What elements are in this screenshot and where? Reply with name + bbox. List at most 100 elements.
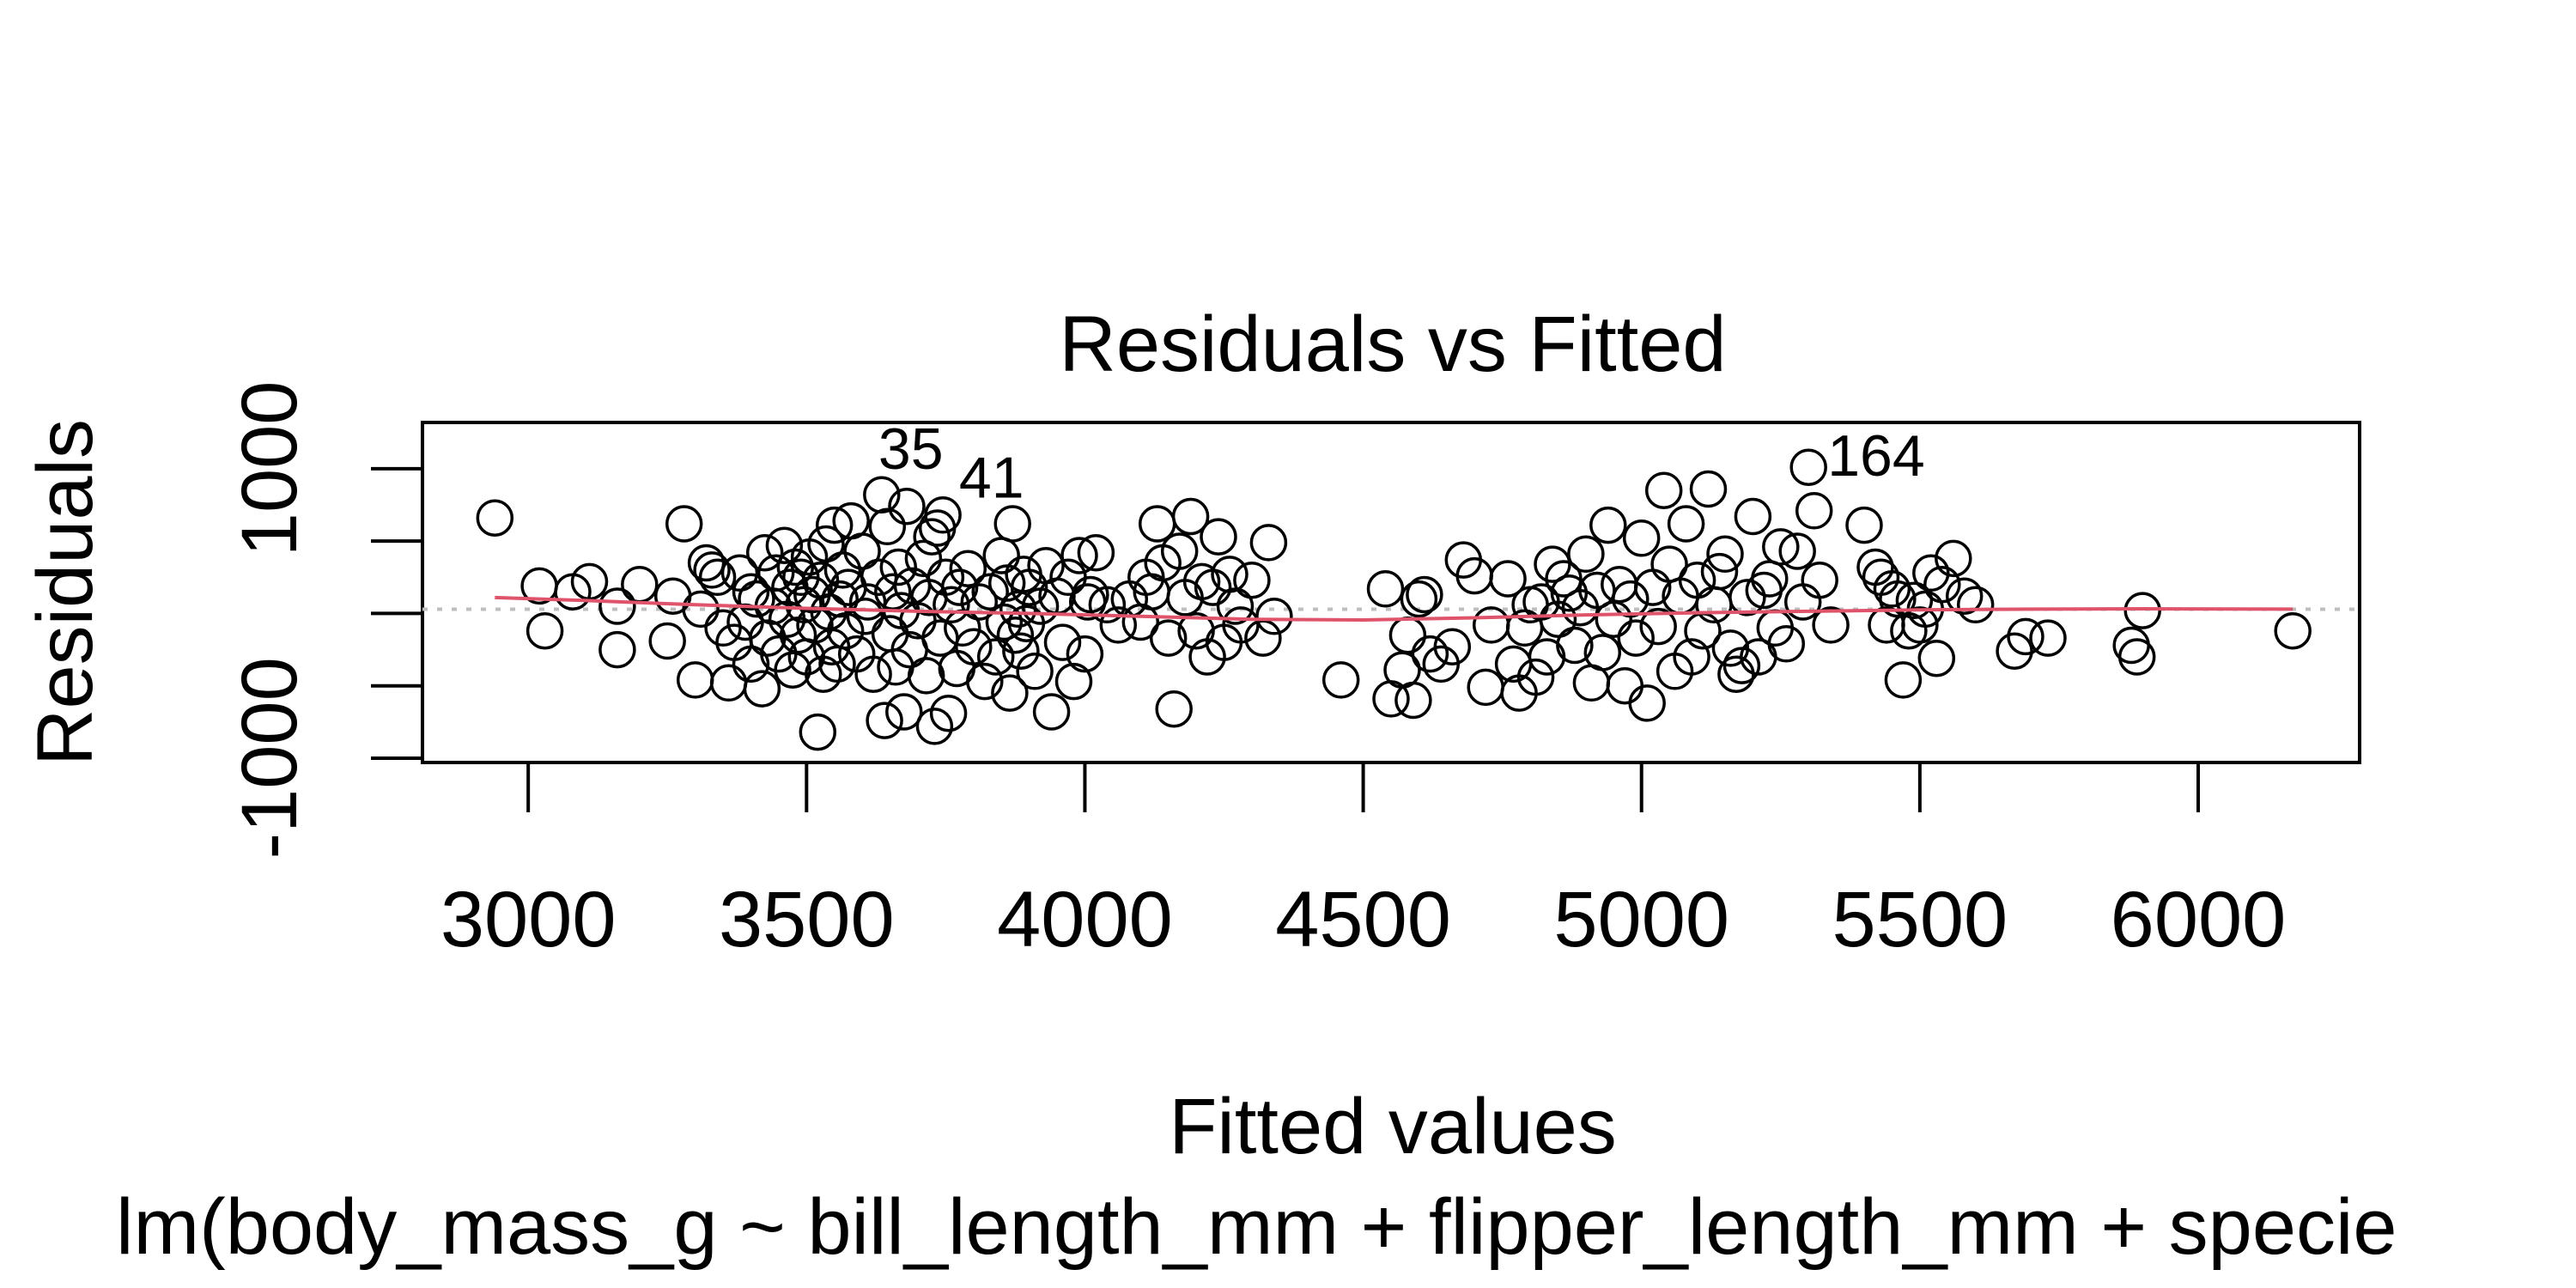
residual-point — [745, 533, 784, 572]
residual-point — [991, 674, 1029, 712]
residual-point — [929, 694, 968, 732]
residual-point — [1155, 690, 1193, 728]
residual-point — [1622, 519, 1661, 557]
residual-point — [863, 476, 901, 514]
residual-point — [1534, 545, 1571, 583]
residual-point — [960, 583, 999, 621]
residual-point — [526, 611, 564, 650]
residual-point — [476, 499, 514, 537]
residual-point — [976, 638, 1015, 676]
residual-point — [955, 628, 993, 665]
residual-point — [756, 554, 795, 592]
residual-point — [846, 598, 884, 635]
residual-point — [2274, 611, 2312, 650]
x-axis-label: Fitted values — [1169, 1083, 1617, 1170]
x-tick-label: 5000 — [1553, 876, 1729, 963]
residual-point — [854, 655, 892, 693]
residual-point — [1002, 632, 1040, 670]
residual-point — [1644, 471, 1683, 509]
residual-point — [1673, 638, 1710, 676]
residual-point — [971, 573, 1009, 611]
smoother-line — [495, 595, 2293, 623]
x-tick-label: 4000 — [997, 876, 1173, 963]
residual-point — [933, 586, 970, 624]
residual-point — [1550, 574, 1589, 612]
residual-point — [709, 664, 748, 702]
residual-point — [1567, 535, 1605, 574]
residual-point — [924, 496, 962, 534]
residual-point — [1043, 623, 1082, 661]
residual-point — [1411, 635, 1449, 673]
residual-point — [570, 562, 609, 601]
residual-point — [805, 655, 842, 693]
residual-point — [985, 603, 1024, 641]
residual-point — [2117, 638, 2156, 676]
residual-point — [826, 611, 865, 650]
residual-point — [1917, 639, 1956, 677]
residual-point — [621, 565, 659, 604]
x-tick-label: 3000 — [440, 876, 617, 963]
residual-point — [1783, 583, 1822, 621]
residual-point — [1216, 587, 1255, 625]
residual-point — [1722, 647, 1761, 684]
residual-point — [2029, 619, 2067, 657]
residual-point — [1088, 586, 1127, 624]
residual-point — [866, 702, 903, 739]
residual-point — [776, 548, 815, 586]
residual-point — [807, 525, 845, 563]
residual-point — [704, 609, 742, 647]
residual-point — [682, 590, 720, 629]
residual-point — [1845, 506, 1883, 544]
residual-point — [1467, 668, 1504, 707]
residual-point — [821, 580, 859, 618]
residual-point — [1789, 448, 1827, 486]
y-tick-label: 1000 — [226, 381, 313, 557]
residual-point — [1945, 577, 1984, 615]
point-label: 35 — [878, 416, 944, 482]
residual-point — [1099, 606, 1138, 644]
residual-point — [907, 657, 945, 695]
x-axis: 3000 3500 4000 4500 5000 5500 6000 — [440, 761, 2286, 963]
residual-point — [1912, 554, 1950, 592]
residual-point — [1700, 552, 1739, 591]
residual-point — [1049, 558, 1087, 597]
residual-point — [1589, 506, 1627, 544]
residual-point — [1956, 586, 1995, 624]
residual-point — [698, 558, 737, 597]
residual-point — [1060, 537, 1098, 574]
residual-point — [993, 505, 1031, 543]
residual-point — [823, 551, 862, 589]
x-tick-label: 4500 — [1275, 876, 1451, 963]
residual-point — [1762, 528, 1800, 566]
residual-point — [904, 539, 943, 578]
residual-point — [1728, 579, 1766, 617]
model-formula-subtitle: lm(body_mass_g ~ bill_length_mm + flippe… — [116, 1183, 2397, 1271]
residual-point — [1556, 626, 1594, 665]
residual-point — [1032, 693, 1071, 731]
residual-point — [1873, 570, 1911, 608]
residual-point — [693, 551, 731, 589]
residual-point — [799, 713, 837, 751]
residual-point — [687, 544, 726, 582]
residual-point — [1895, 581, 1934, 620]
y-tick-label: -1000 — [226, 657, 313, 859]
residual-point — [888, 487, 926, 526]
y-axis: -1000 1000 — [226, 381, 422, 860]
residual-point — [885, 693, 923, 731]
residual-point — [1472, 606, 1510, 644]
residual-point — [1734, 497, 1772, 536]
residual-point — [1801, 561, 1838, 599]
residual-point — [1901, 606, 1939, 644]
residual-point — [1706, 535, 1744, 574]
residual-point — [1767, 625, 1806, 663]
residual-point — [1639, 607, 1677, 646]
residual-point — [1406, 575, 1443, 614]
residual-point — [743, 670, 781, 708]
residual-point — [1617, 619, 1655, 657]
residual-point — [1923, 565, 1961, 604]
residual-point — [1884, 661, 1923, 699]
residual-point — [1667, 505, 1705, 543]
point-label: 164 — [1827, 423, 1924, 489]
residual-point — [1321, 661, 1360, 699]
